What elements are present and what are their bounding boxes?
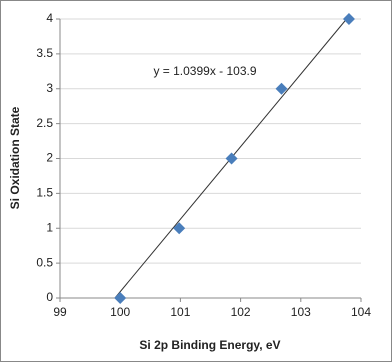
y-tick-label: 0.5 [36, 255, 53, 269]
y-tick-label: 2 [46, 151, 53, 165]
data-point [225, 152, 238, 165]
x-tick-label: 99 [53, 305, 67, 319]
y-tick-label: 4 [46, 11, 53, 25]
x-tick-label: 101 [170, 305, 190, 319]
x-tick-label: 104 [351, 305, 371, 319]
y-tick-label: 0 [46, 290, 53, 304]
y-tick-label: 2.5 [36, 116, 53, 130]
y-tick-label: 1.5 [36, 186, 53, 200]
data-point [173, 222, 186, 235]
data-point [114, 292, 127, 304]
y-tick-label: 3 [46, 81, 53, 95]
x-tick-label: 102 [231, 305, 251, 319]
x-tick-label: 100 [110, 305, 130, 319]
trendline-equation: y = 1.0399x - 103.9 [153, 64, 256, 78]
y-tick-label: 3.5 [36, 46, 53, 60]
data-point [275, 82, 288, 95]
x-tick-label: 103 [291, 305, 311, 319]
y-axis-title: Si Oxidation State [8, 106, 22, 209]
x-axis-title: Si 2p Binding Energy, eV [139, 338, 280, 352]
y-tick-label: 1 [46, 220, 53, 234]
data-point [342, 13, 355, 25]
